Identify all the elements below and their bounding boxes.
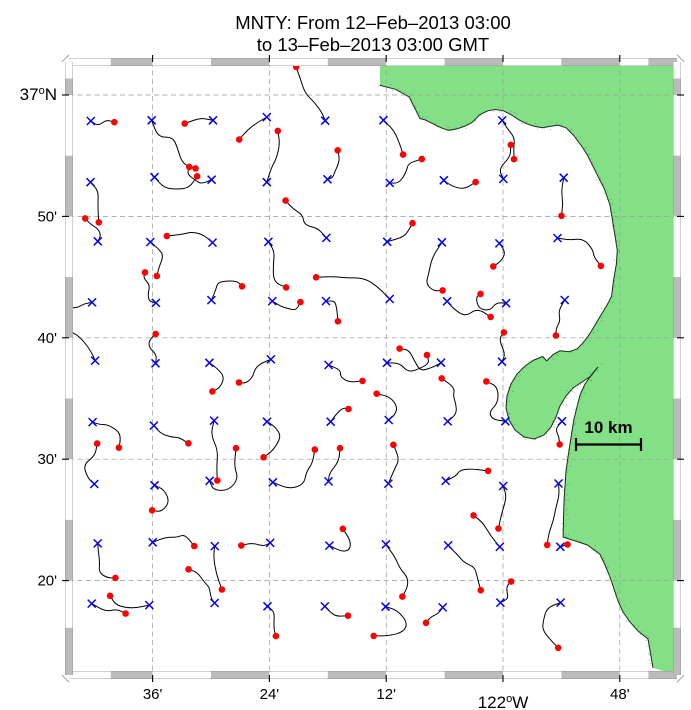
svg-text:10 km: 10 km (584, 418, 632, 437)
svg-text:12': 12' (376, 686, 396, 703)
svg-text:20': 20' (37, 573, 57, 590)
svg-text:MNTY: From 12–Feb–2013 03:00: MNTY: From 12–Feb–2013 03:00 (235, 12, 511, 33)
svg-text:to 13–Feb–2013 03:00 GMT: to 13–Feb–2013 03:00 GMT (257, 34, 489, 55)
svg-text:37oN: 37oN (20, 85, 57, 104)
svg-text:30': 30' (37, 451, 57, 468)
svg-text:122oW: 122oW (478, 693, 529, 710)
svg-text:36': 36' (143, 686, 163, 703)
svg-text:40': 40' (37, 330, 57, 347)
svg-text:48': 48' (610, 686, 630, 703)
svg-text:24': 24' (260, 686, 280, 703)
svg-text:50': 50' (37, 208, 57, 225)
